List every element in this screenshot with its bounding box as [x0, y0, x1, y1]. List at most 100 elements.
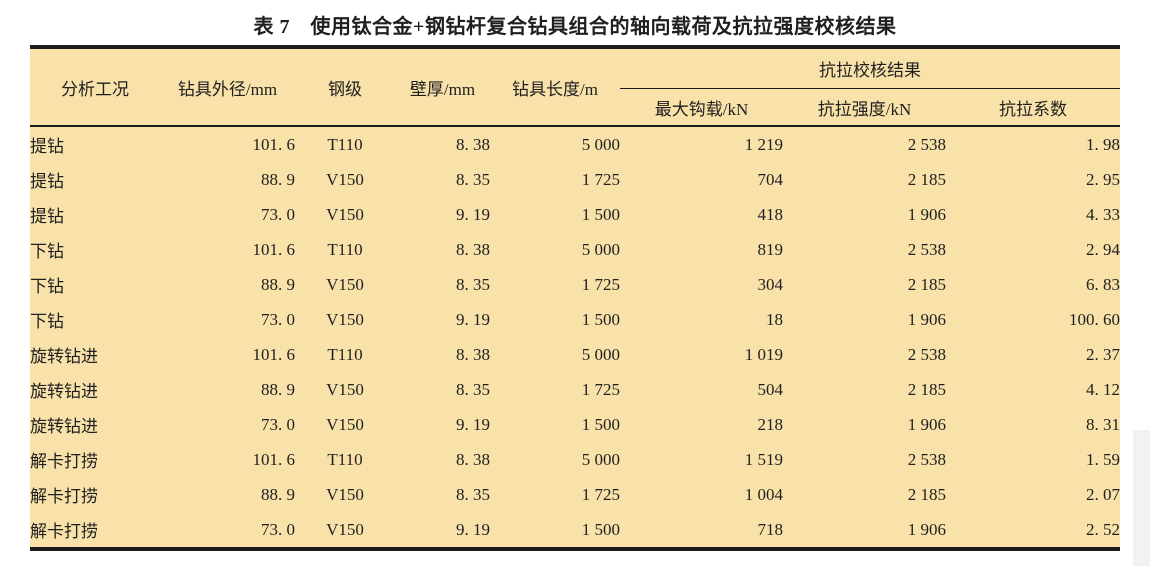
- cell-steel-grade: T110: [327, 449, 363, 469]
- cell-wall-thickness: 9. 19: [456, 414, 490, 434]
- cell-analysis-condition: 旋转钻进: [30, 382, 98, 401]
- cell-max-hook-load: 704: [757, 169, 784, 189]
- cell-outer-diameter: 88. 9: [261, 379, 295, 399]
- col-header-max-hook-load: 最大钩载/kN: [654, 99, 749, 119]
- cell-max-hook-load: 819: [757, 239, 784, 259]
- cell-max-hook-load: 1 219: [744, 134, 783, 154]
- cell-steel-grade: V150: [326, 309, 364, 329]
- cell-outer-diameter: 73. 0: [261, 309, 295, 329]
- cell-tensile-factor: 4. 12: [1086, 379, 1120, 399]
- cell-tensile-factor: 2. 52: [1086, 519, 1120, 539]
- cell-analysis-condition: 解卡打捞: [30, 487, 98, 506]
- cell-steel-grade: V150: [326, 379, 364, 399]
- table-row: 下钻 73. 0 V150 9. 19 1 500 18 1 906 100. 60: [30, 302, 1120, 337]
- col-header-analysis-condition: 分析工况: [61, 79, 129, 99]
- col-header-wall-thickness: 壁厚/mm: [409, 79, 476, 99]
- cell-tensile-strength: 1 906: [907, 309, 946, 329]
- cell-tensile-factor: 2. 94: [1086, 239, 1120, 259]
- cell-steel-grade: V150: [326, 169, 364, 189]
- col-header-steel-grade: 钢级: [328, 79, 362, 99]
- cell-steel-grade: T110: [327, 344, 363, 364]
- cell-analysis-condition: 提钻: [30, 207, 64, 226]
- cell-tensile-strength: 2 185: [907, 169, 946, 189]
- cell-outer-diameter: 101. 6: [252, 344, 296, 364]
- table-row: 旋转钻进 88. 9 V150 8. 35 1 725 504 2 185 4. 12: [30, 372, 1120, 407]
- table-row: 解卡打捞 88. 9 V150 8. 35 1 725 1 004 2 185 2. 07: [30, 477, 1120, 512]
- cell-drill-length: 1 725: [581, 169, 620, 189]
- cell-analysis-condition: 解卡打捞: [30, 522, 98, 541]
- cell-tensile-strength: 2 185: [907, 379, 946, 399]
- cell-steel-grade: V150: [326, 414, 364, 434]
- cell-wall-thickness: 8. 38: [456, 239, 490, 259]
- cell-drill-length: 1 500: [581, 309, 620, 329]
- cell-tensile-factor: 2. 95: [1086, 169, 1120, 189]
- cell-tensile-strength: 1 906: [907, 519, 946, 539]
- col-header-outer-diameter: 钻具外径/mm: [177, 79, 278, 99]
- cell-steel-grade: V150: [326, 484, 364, 504]
- cell-drill-length: 1 500: [581, 414, 620, 434]
- cell-wall-thickness: 9. 19: [456, 204, 490, 224]
- cell-tensile-strength: 1 906: [907, 204, 946, 224]
- cell-analysis-condition: 下钻: [30, 242, 64, 261]
- cell-tensile-factor: 1. 98: [1086, 134, 1120, 154]
- table-row: 下钻 88. 9 V150 8. 35 1 725 304 2 185 6. 83: [30, 267, 1120, 302]
- col-header-tensile-check-results: 抗拉校核结果: [620, 49, 1120, 89]
- cell-tensile-factor: 4. 33: [1086, 204, 1120, 224]
- cell-max-hook-load: 1 019: [744, 344, 783, 364]
- table-row: 下钻 101. 6 T110 8. 38 5 000 819 2 538 2. 94: [30, 232, 1120, 267]
- cell-drill-length: 1 725: [581, 274, 620, 294]
- table-body: 提钻 101. 6 T110 8. 38 5 000 1 219 2 538 1. 98 提钻 8…: [30, 126, 1120, 547]
- table-row: 解卡打捞 101. 6 T110 8. 38 5 000 1 519 2 538 1. 59: [30, 442, 1120, 477]
- cell-outer-diameter: 101. 6: [252, 134, 296, 154]
- table-header: 分析工况 钻具外径/mm 钢级 壁厚/mm 钻具长度/m 抗拉校核结果 最大钩载…: [30, 49, 1120, 126]
- table-caption: 表 7 使用钛合金+钢钻杆复合钻具组合的轴向载荷及抗拉强度校核结果: [253, 16, 897, 38]
- cell-drill-length: 5 000: [581, 449, 620, 469]
- cell-drill-length: 1 725: [581, 484, 620, 504]
- cell-drill-length: 5 000: [581, 239, 620, 259]
- cell-steel-grade: V150: [326, 204, 364, 224]
- table-row: 解卡打捞 73. 0 V150 9. 19 1 500 718 1 906 2. 52: [30, 512, 1120, 547]
- cell-drill-length: 5 000: [581, 134, 620, 154]
- table-row: 提钻 88. 9 V150 8. 35 1 725 704 2 185 2. 95: [30, 162, 1120, 197]
- cell-analysis-condition: 下钻: [30, 312, 64, 331]
- cell-outer-diameter: 88. 9: [261, 274, 295, 294]
- cell-drill-length: 5 000: [581, 344, 620, 364]
- cell-max-hook-load: 1 004: [744, 484, 783, 504]
- cell-wall-thickness: 9. 19: [456, 309, 490, 329]
- cell-drill-length: 1 725: [581, 379, 620, 399]
- cell-analysis-condition: 解卡打捞: [30, 452, 98, 471]
- cell-max-hook-load: 418: [757, 204, 784, 224]
- cell-steel-grade: T110: [327, 134, 363, 154]
- col-header-drill-length: 钻具长度/m: [512, 79, 598, 99]
- cell-outer-diameter: 101. 6: [252, 449, 296, 469]
- cell-analysis-condition: 旋转钻进: [30, 417, 98, 436]
- cell-drill-length: 1 500: [581, 519, 620, 539]
- cell-outer-diameter: 101. 6: [252, 239, 296, 259]
- cell-wall-thickness: 9. 19: [456, 519, 490, 539]
- cell-outer-diameter: 88. 9: [261, 484, 295, 504]
- cell-wall-thickness: 8. 38: [456, 449, 490, 469]
- scan-artifact: [1133, 430, 1150, 566]
- cell-tensile-strength: 1 906: [907, 414, 946, 434]
- cell-wall-thickness: 8. 38: [456, 344, 490, 364]
- cell-outer-diameter: 73. 0: [261, 519, 295, 539]
- cell-max-hook-load: 1 519: [744, 449, 783, 469]
- cell-wall-thickness: 8. 35: [456, 484, 490, 504]
- cell-max-hook-load: 218: [757, 414, 784, 434]
- cell-wall-thickness: 8. 35: [456, 169, 490, 189]
- cell-max-hook-load: 18: [766, 309, 783, 329]
- cell-tensile-strength: 2 185: [907, 274, 946, 294]
- cell-tensile-strength: 2 538: [907, 449, 946, 469]
- table-row: 旋转钻进 101. 6 T110 8. 38 5 000 1 019 2 538 2. 37: [30, 337, 1120, 372]
- cell-tensile-strength: 2 538: [907, 239, 946, 259]
- cell-wall-thickness: 8. 35: [456, 274, 490, 294]
- cell-max-hook-load: 718: [757, 519, 784, 539]
- cell-tensile-factor: 8. 31: [1086, 414, 1120, 434]
- cell-steel-grade: V150: [326, 519, 364, 539]
- cell-tensile-strength: 2 538: [907, 134, 946, 154]
- cell-tensile-strength: 2 538: [907, 344, 946, 364]
- cell-max-hook-load: 304: [757, 274, 784, 294]
- cell-tensile-strength: 2 185: [907, 484, 946, 504]
- cell-tensile-factor: 100. 60: [1069, 309, 1120, 329]
